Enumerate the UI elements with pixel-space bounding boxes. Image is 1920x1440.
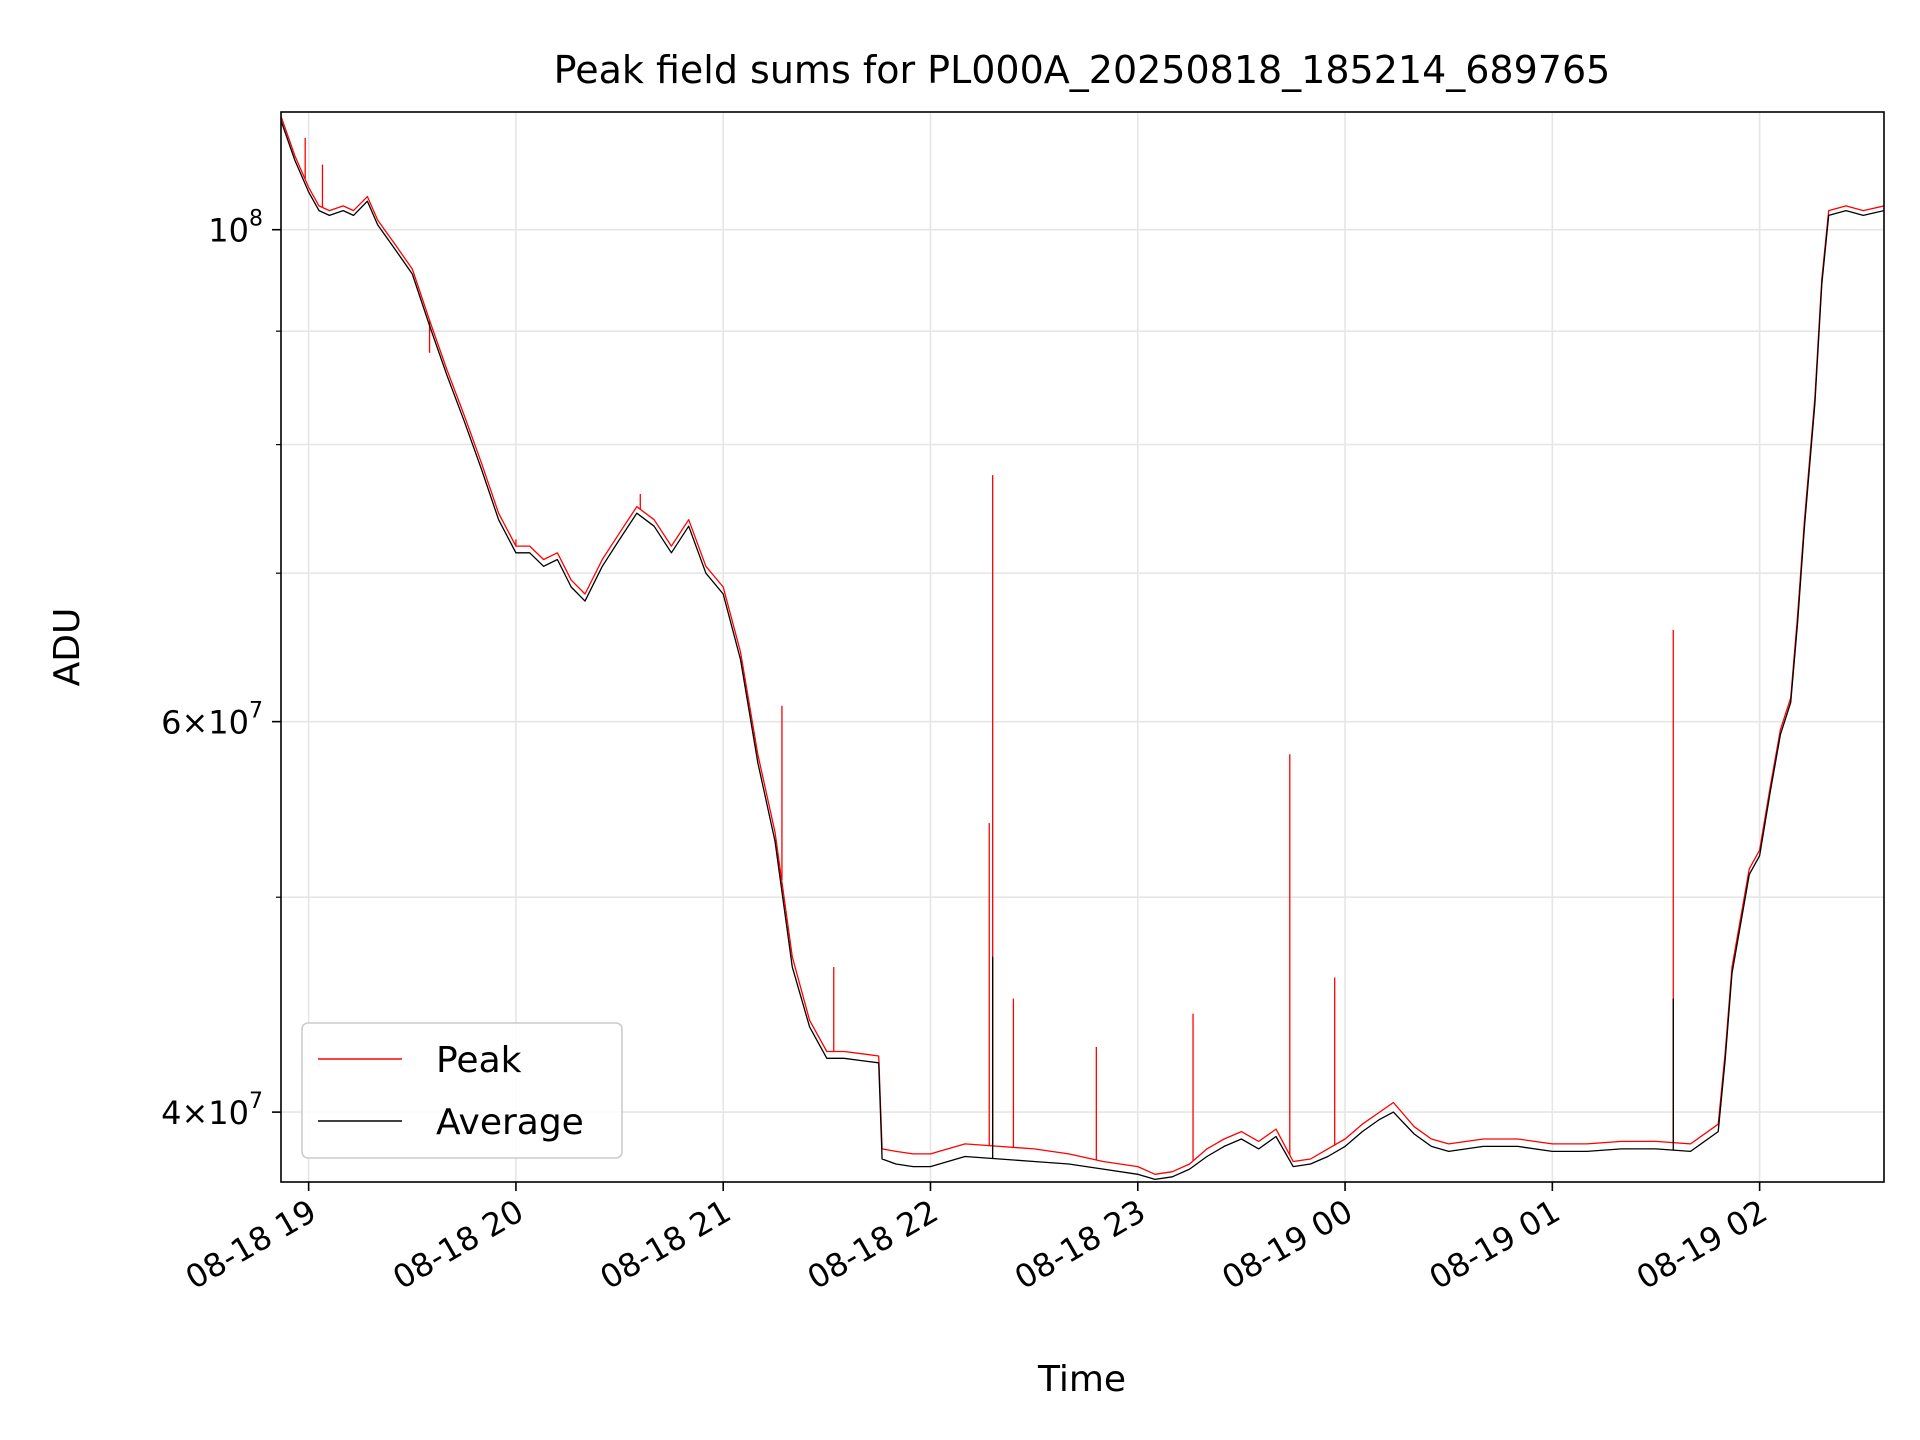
series-average <box>281 120 1884 1181</box>
legend-label-average: Average <box>436 1102 584 1143</box>
legend-box <box>301 1022 623 1159</box>
plot-frame <box>280 111 1885 1183</box>
chart-title: Peak field sums for PL000A_20250818_1852… <box>554 48 1611 92</box>
y-tick-exponent: 8 <box>249 207 263 232</box>
x-axis-label: Time <box>1037 1359 1126 1400</box>
y-axis-label: ADU <box>47 608 88 687</box>
y-tick-base: 10 <box>208 212 249 250</box>
legend-label-peak: Peak <box>436 1040 522 1081</box>
series-peak <box>281 116 1884 1175</box>
y-tick-exponent: 7 <box>249 1089 263 1114</box>
legend: Peak Average <box>301 1022 623 1159</box>
y-tick-mantissa: 4 <box>161 1094 181 1132</box>
y-tick-times: ×10 <box>181 1094 249 1132</box>
grid <box>281 112 1884 1182</box>
y-tick-label: 4×107 <box>161 1089 263 1132</box>
series-layer <box>281 116 1884 1181</box>
series-line-average <box>281 120 1884 1181</box>
series-line-peak <box>281 116 1884 1175</box>
y-tick-label: 6×107 <box>161 699 263 742</box>
y-tick-times: ×10 <box>181 704 249 742</box>
y-tick-mantissa: 6 <box>161 704 181 742</box>
y-tick-exponent: 7 <box>249 699 263 724</box>
y-tick-label: 108 <box>208 207 263 250</box>
